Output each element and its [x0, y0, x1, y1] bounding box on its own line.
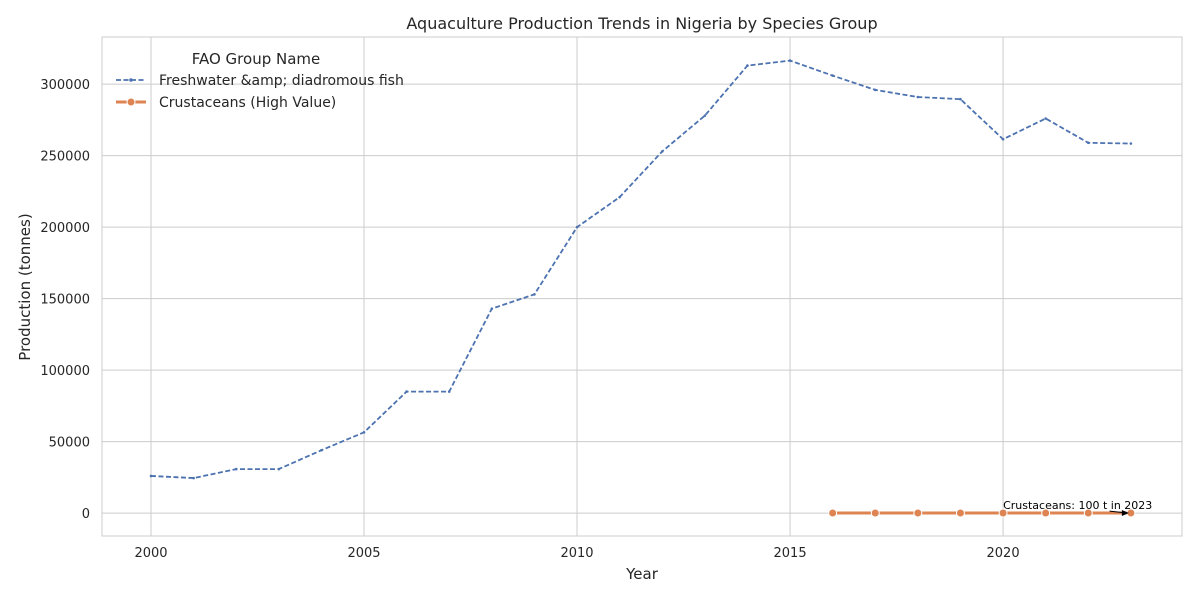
y-tick-label: 250000: [40, 150, 90, 165]
data-point-0: [362, 431, 366, 434]
annotation-layer: Crustaceans: 100 t in 2023: [1003, 499, 1152, 516]
data-point-0: [660, 150, 664, 153]
x-tick-label: 2005: [347, 546, 380, 561]
plot-area: [101, 36, 1183, 537]
y-tick-label: 200000: [40, 221, 90, 236]
tick-labels: 2000 2005 2010 2015 2020 0 50000 100000 150000 20…: [40, 78, 1019, 561]
data-point-0: [1001, 137, 1005, 141]
data-point-0: [788, 59, 792, 62]
data-point-1: [870, 508, 880, 518]
x-tick-label: 2000: [134, 546, 167, 561]
legend-marker-crustaceans: [126, 97, 136, 107]
data-point-1: [1083, 508, 1093, 518]
data-point-1: [828, 508, 838, 518]
data-point-0: [234, 467, 238, 471]
x-axis-label: Year: [625, 565, 659, 583]
data-point-0: [533, 293, 536, 296]
data-point-0: [490, 307, 494, 310]
x-tick-label: 2020: [987, 546, 1020, 561]
y-tick-label: 0: [82, 507, 90, 522]
y-tick-label: 50000: [49, 436, 90, 451]
data-point-0: [1129, 142, 1133, 145]
legend-item-freshwater: Freshwater &amp; diadromous fish: [116, 73, 404, 89]
data-point-1: [955, 508, 965, 518]
data-point-1: [998, 508, 1008, 518]
data-point-0: [873, 88, 877, 92]
data-point-0: [277, 467, 281, 471]
series-layer: [149, 59, 1136, 518]
data-point-0: [1044, 117, 1047, 120]
data-point-0: [959, 97, 962, 101]
grid-lines: [102, 37, 1182, 536]
data-point-0: [746, 64, 749, 67]
legend-label-crustaceans: Crustaceans (High Value): [159, 95, 336, 111]
data-point-0: [916, 95, 920, 99]
annotation-arrowhead: [1121, 509, 1129, 516]
data-point-0: [192, 476, 195, 480]
y-tick-label: 300000: [40, 78, 90, 93]
legend-title: FAO Group Name: [192, 50, 321, 68]
data-point-0: [149, 474, 153, 478]
data-point-0: [447, 390, 451, 393]
legend-marker-freshwater: [129, 78, 133, 82]
data-point-1: [1041, 508, 1051, 518]
data-point-0: [320, 448, 323, 452]
y-axis-label: Production (tonnes): [16, 213, 34, 360]
data-point-1: [913, 508, 923, 518]
chart-title: Aquaculture Production Trends in Nigeria…: [406, 14, 877, 33]
series-line-0: [150, 59, 1131, 479]
legend-label-freshwater: Freshwater &amp; diadromous fish: [159, 73, 404, 89]
legend: FAO Group Name Freshwater &amp; diadromo…: [116, 50, 404, 111]
data-point-0: [703, 114, 707, 117]
y-tick-label: 100000: [40, 364, 90, 379]
data-point-0: [405, 390, 408, 393]
x-tick-label: 2015: [774, 546, 807, 561]
data-point-0: [575, 225, 579, 229]
data-point-0: [831, 74, 834, 77]
y-tick-label: 150000: [40, 293, 90, 308]
x-tick-label: 2010: [560, 546, 593, 561]
data-point-0: [618, 195, 621, 199]
legend-item-crustaceans: Crustaceans (High Value): [116, 95, 336, 111]
data-point-0: [1086, 141, 1090, 145]
annotation-text: Crustaceans: 100 t in 2023: [1003, 499, 1152, 512]
